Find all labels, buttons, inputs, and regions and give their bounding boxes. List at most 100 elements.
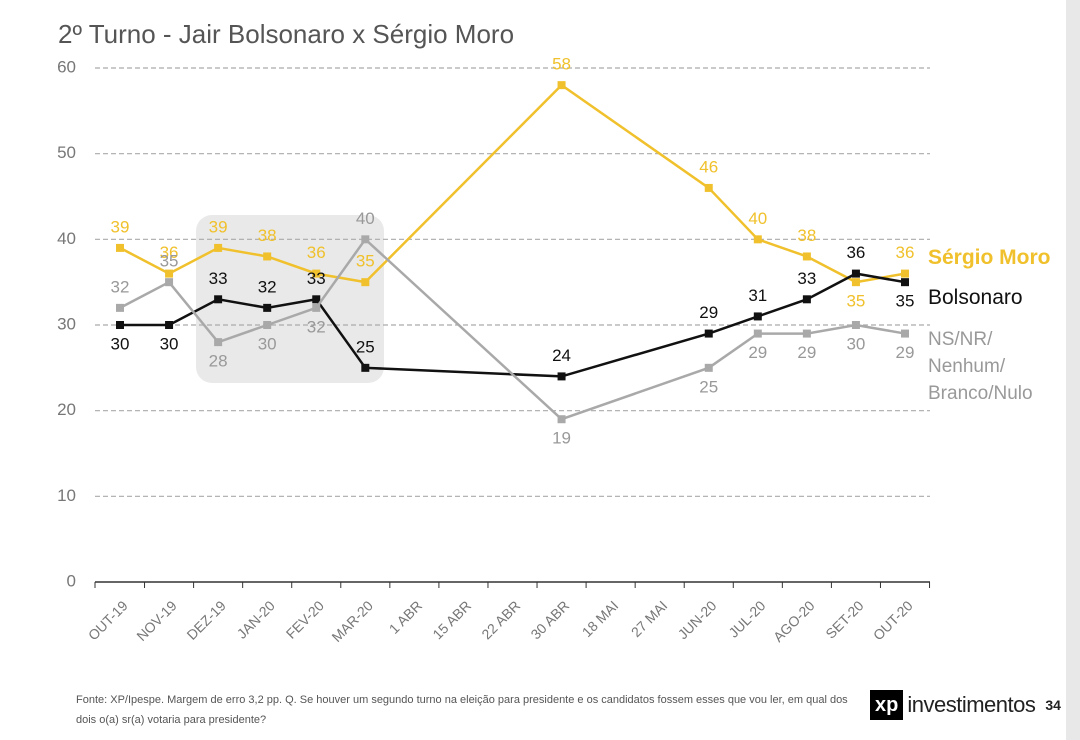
x-tick-label: JUN-20: [675, 597, 720, 642]
value-label: 31: [748, 286, 767, 305]
value-label: 30: [258, 334, 277, 353]
value-label: 32: [258, 277, 277, 296]
series-line: [119, 237, 906, 421]
value-label: 29: [748, 343, 767, 362]
value-label: 35: [896, 292, 915, 311]
value-label: 40: [748, 209, 767, 228]
x-tick-label: MAR-20: [328, 597, 376, 645]
point-marker: [802, 295, 811, 304]
point-marker: [116, 321, 124, 329]
y-tick-label: 60: [57, 57, 76, 76]
y-tick-label: 40: [57, 229, 76, 248]
value-label: 36: [160, 243, 179, 262]
x-tick-label: 1 ABR: [386, 597, 425, 636]
point-marker: [851, 269, 860, 278]
x-tick-label: 30 ABR: [527, 597, 572, 642]
point-marker: [312, 303, 321, 312]
value-label: 29: [896, 343, 915, 362]
x-tick-label: NOV-19: [133, 597, 180, 644]
point-marker: [851, 321, 860, 329]
logo-text: investimentos: [907, 692, 1036, 717]
point-marker: [901, 278, 909, 287]
point-marker: [557, 81, 566, 90]
x-tick-label: FEV-20: [283, 597, 327, 641]
logo: xp investimentos 34: [870, 690, 1061, 720]
value-label: 58: [552, 55, 571, 74]
point-marker: [361, 235, 370, 244]
point-marker: [901, 329, 909, 338]
series-line: [120, 272, 906, 378]
value-label: 33: [209, 269, 228, 288]
point-marker: [116, 243, 124, 252]
point-marker: [312, 295, 321, 304]
point-marker: [263, 303, 272, 312]
value-label: 32: [111, 277, 130, 296]
point-marker: [165, 321, 174, 329]
value-label: 35: [356, 252, 375, 271]
point-marker: [312, 269, 321, 278]
value-label: 38: [797, 226, 816, 245]
point-marker: [263, 252, 272, 261]
value-label: 36: [896, 243, 915, 262]
series-line: [119, 83, 906, 284]
x-tick-label: DEZ-19: [183, 597, 229, 643]
value-label: 39: [209, 217, 228, 236]
y-tick-label: 30: [57, 314, 76, 333]
value-label: 36: [846, 243, 865, 262]
value-label: 28: [209, 352, 228, 371]
y-tick-label: 50: [57, 143, 76, 162]
point-marker: [116, 303, 124, 312]
x-tick-label: 15 ABR: [429, 597, 474, 642]
x-tick-label: OUT-20: [870, 597, 916, 643]
point-marker: [704, 329, 713, 338]
point-marker: [704, 363, 713, 372]
value-label: 38: [258, 226, 277, 245]
chart-title: 2º Turno - Jair Bolsonaro x Sérgio Moro: [58, 19, 514, 49]
point-marker: [165, 278, 174, 287]
value-label: 39: [111, 217, 130, 236]
value-label: 33: [307, 269, 326, 288]
value-label: 25: [699, 377, 718, 396]
x-tick-label: 18 MAI: [579, 597, 622, 640]
value-label: 35: [160, 252, 179, 271]
point-marker: [802, 329, 811, 338]
x-tick-label: OUT-19: [85, 597, 131, 643]
value-label: 30: [846, 334, 865, 353]
watermark: [196, 215, 384, 383]
point-marker: [802, 252, 811, 261]
x-tick-label: SET-20: [822, 597, 866, 641]
point-marker: [704, 183, 713, 192]
point-marker: [557, 372, 566, 381]
value-label: 33: [797, 269, 816, 288]
value-label: 19: [552, 429, 571, 448]
side-strip: [1066, 0, 1080, 740]
y-tick-label: 10: [57, 486, 76, 505]
point-marker: [214, 338, 223, 347]
value-label: 25: [356, 337, 375, 356]
point-marker: [263, 321, 272, 329]
value-label: 46: [699, 157, 718, 176]
x-tick-label: JUL-20: [725, 597, 768, 640]
x-tick-label: JAN-20: [234, 597, 278, 641]
value-label: 30: [160, 334, 179, 353]
value-label: 24: [552, 346, 571, 365]
y-tick-label: 0: [67, 571, 76, 590]
value-label: 40: [356, 209, 375, 228]
point-marker: [753, 312, 762, 321]
point-marker: [557, 415, 566, 424]
value-label: 30: [111, 334, 130, 353]
value-label: 35: [846, 292, 865, 311]
logo-mark: xp: [870, 690, 904, 720]
point-marker: [214, 295, 223, 304]
x-tick-label: 22 ABR: [478, 597, 523, 642]
value-label: 29: [699, 303, 718, 322]
point-marker: [361, 363, 370, 372]
legend-label: NS/NR/ Nenhum/ Branco/Nulo: [928, 329, 1033, 404]
point-marker: [753, 235, 762, 244]
point-marker: [901, 269, 909, 278]
point-marker: [361, 278, 370, 287]
point-marker: [165, 269, 174, 278]
chart: 2º Turno - Jair Bolsonaro x Sérgio Moro …: [57, 19, 931, 645]
page-number: 34: [1045, 697, 1061, 713]
